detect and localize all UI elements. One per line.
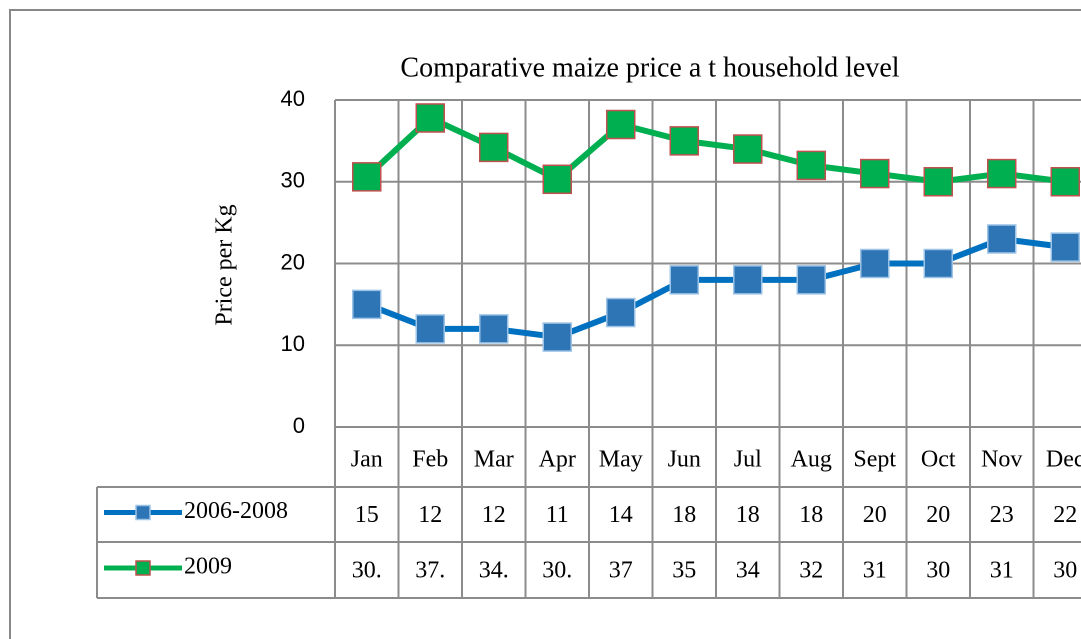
marker [923,248,953,279]
marker [987,158,1017,189]
marker [796,265,826,295]
y-tick-label: 30 [281,168,305,193]
x-tick-label: Oct [921,447,956,473]
chart-title: Comparative maize price a t household le… [400,52,899,83]
table-value: 35 [672,558,696,584]
x-tick-label: Aug [791,447,832,473]
y-tick-label: 20 [281,249,305,274]
marker [479,314,509,344]
table-value: 30. [542,558,572,584]
marker [606,109,636,140]
marker [479,132,509,163]
x-tick-label: May [599,447,643,473]
marker [733,265,763,295]
marker [669,126,699,156]
marker [542,322,572,352]
marker [352,289,382,320]
y-tick-label: 40 [281,86,305,111]
table-value: 18 [672,502,696,528]
table-value: 20 [863,502,887,528]
table-value: 22 [1053,502,1077,528]
legend-marker [135,560,151,576]
table-value: 32 [799,558,823,584]
marker [733,134,763,164]
marker [669,265,699,295]
table-value: 30 [1053,558,1077,584]
x-tick-label: Jul [734,447,762,473]
x-tick-label: Dec [1046,447,1081,473]
x-tick-label: Apr [539,447,576,473]
marker [352,162,382,192]
marker [860,248,890,279]
table-value: 30. [352,558,382,584]
table-value: 30 [926,558,950,584]
x-tick-label: Mar [474,447,514,473]
table-value: 20 [926,502,950,528]
marker [1050,232,1080,262]
marker [606,297,636,328]
table-value: 18 [799,502,823,528]
legend-marker [135,504,151,521]
marker [415,314,445,344]
y-tick-label: 10 [281,331,305,356]
x-tick-label: Sept [853,447,896,473]
marker [860,158,890,189]
table-value: 18 [736,502,760,528]
table-value: 15 [355,502,379,528]
marker [987,224,1017,254]
x-tick-label: Nov [981,447,1022,473]
table-value: 23 [990,502,1014,528]
table-value: 31 [863,558,887,584]
table-value: 34. [479,558,509,584]
marker [1050,167,1080,197]
table-value: 31 [990,558,1014,584]
table-value: 12 [418,502,442,528]
table-value: 11 [546,502,569,528]
x-tick-label: Jan [351,447,383,473]
marker [923,167,953,197]
table-value: 37 [609,558,633,584]
marker [542,164,572,195]
y-axis-label: Price per Kg [212,204,238,325]
x-tick-label: Jun [668,447,701,473]
table-value: 14 [609,502,633,528]
legend-label: 2009 [184,554,232,580]
y-tick-label: 0 [293,413,305,438]
marker [415,103,445,133]
x-tick-label: Feb [412,447,448,473]
table-value: 37. [415,558,445,584]
marker [796,150,826,181]
legend-label: 2006-2008 [184,498,288,524]
table-value: 34 [736,558,760,584]
table-value: 12 [482,502,506,528]
